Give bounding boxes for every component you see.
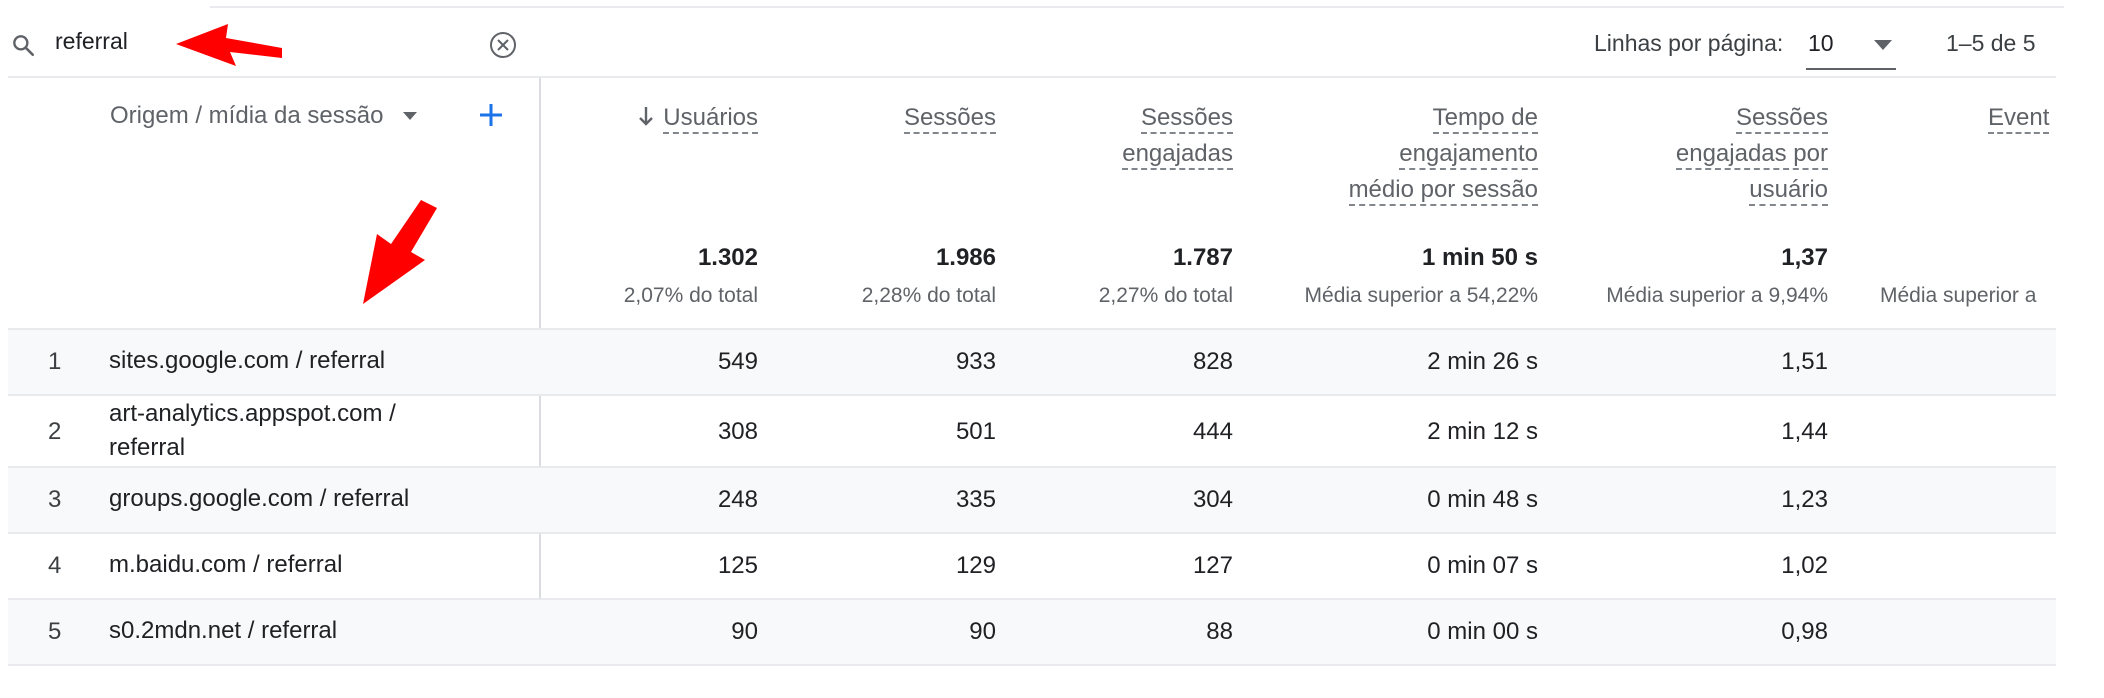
cell-sessoes: 335 <box>955 486 996 513</box>
sort-descending-icon <box>639 107 654 126</box>
table-row[interactable]: 2 art-analytics.appspot.com / referral 3… <box>8 394 2056 468</box>
metric-header-label: Event <box>1988 104 2050 134</box>
total-share-sessoes-engajadas: 2,27% do total <box>1098 284 1233 307</box>
cell-tempo-engajamento: 0 min 48 s <box>1427 486 1538 513</box>
metric-header-label: Sessões <box>1140 104 1233 134</box>
total-share-eventos: Média superior a <box>1880 284 2037 307</box>
rows-per-page-value: 10 <box>1808 30 1834 56</box>
metric-header-sessoes-por-usuario[interactable]: Sessões engajadas por usuário <box>1568 100 1828 208</box>
cell-sessoes-engajadas: 828 <box>1192 348 1233 375</box>
cell-tempo-engajamento: 2 min 26 s <box>1427 348 1538 375</box>
row-dimension: sites.google.com / referral <box>109 347 386 374</box>
clear-search-icon[interactable] <box>488 30 518 60</box>
cell-usuarios: 308 <box>717 418 758 445</box>
total-sessoes-por-usuario: 1,37 <box>1781 244 1828 271</box>
report-table: Origem / mídia da sessão Usuários Sessõe… <box>8 78 2056 666</box>
row-index: 1 <box>48 348 62 375</box>
cell-sessoes-engajadas: 444 <box>1192 418 1233 445</box>
metric-header-label: Usuários <box>663 104 758 134</box>
metric-header-eventos[interactable]: Event s <box>1988 100 2056 172</box>
cell-sessoes: 501 <box>955 418 996 445</box>
metric-header-sessoes-engajadas[interactable]: Sessões engajadas <box>1038 100 1233 172</box>
table-row[interactable]: 4 m.baidu.com / referral 125 129 127 0 m… <box>8 532 2056 600</box>
cell-sessoes-por-usuario: 1,51 <box>1781 348 1828 375</box>
metric-header-tempo-engajamento[interactable]: Tempo de engajamento médio por sessão <box>1268 100 1538 208</box>
cell-sessoes-por-usuario: 1,02 <box>1781 552 1828 579</box>
cell-usuarios: 125 <box>717 552 758 579</box>
cell-sessoes-engajadas: 127 <box>1192 552 1233 579</box>
row-dimension: groups.google.com / referral <box>109 485 410 512</box>
total-share-sessoes-por-usuario: Média superior a 9,94% <box>1606 284 1828 307</box>
cell-sessoes-por-usuario: 1,23 <box>1781 486 1828 513</box>
cell-usuarios: 248 <box>717 486 758 513</box>
top-border <box>210 6 2064 8</box>
table-row[interactable]: 5 s0.2mdn.net / referral 90 90 88 0 min … <box>8 598 2056 666</box>
row-dimension: m.baidu.com / referral <box>109 551 343 578</box>
metric-header-label: engajamento <box>1399 140 1538 170</box>
row-dimension: art-analytics.appspot.com / referral <box>109 397 396 465</box>
metric-header-label: médio por sessão <box>1348 176 1538 206</box>
table-row[interactable]: 1 sites.google.com / referral 549 933 82… <box>8 328 2056 396</box>
cell-usuarios: 549 <box>717 348 758 375</box>
cell-sessoes: 129 <box>955 552 996 579</box>
metric-header-label: engajadas <box>1122 140 1233 170</box>
table-row[interactable]: 3 groups.google.com / referral 248 335 3… <box>8 466 2056 534</box>
cell-sessoes-por-usuario: 1,44 <box>1781 418 1828 445</box>
cell-usuarios: 90 <box>731 618 758 645</box>
row-index: 4 <box>48 552 62 579</box>
total-share-sessoes: 2,28% do total <box>861 284 996 307</box>
toolbar-divider <box>8 76 2056 78</box>
add-dimension-button[interactable] <box>476 100 506 130</box>
pagination-range: 1–5 de 5 <box>1946 30 2036 56</box>
metric-header-label: usuário <box>1749 176 1828 206</box>
row-dimension: s0.2mdn.net / referral <box>109 617 338 644</box>
chevron-down-icon <box>1874 40 1892 50</box>
metric-header-usuarios[interactable]: Usuários <box>568 100 758 136</box>
total-sessoes: 1.986 <box>935 244 996 271</box>
rows-per-page-label: Linhas por página: <box>1594 30 1784 56</box>
table-bottom-border <box>8 664 2056 666</box>
chevron-down-icon <box>403 112 418 120</box>
metric-header-label: Sessões <box>903 104 996 134</box>
table-toolbar: referral Linhas por página: 10 1–5 de 5 <box>0 10 2104 76</box>
cell-sessoes-engajadas: 304 <box>1192 486 1233 513</box>
metric-header-label: Sessões <box>1735 104 1828 134</box>
row-dimension-line: art-analytics.appspot.com / <box>109 400 396 427</box>
total-sessoes-engajadas: 1.787 <box>1172 244 1233 271</box>
row-index: 2 <box>48 418 62 445</box>
search-icon <box>13 35 35 57</box>
dimension-header[interactable]: Origem / mídia da sessão <box>110 102 418 130</box>
metric-header-label: engajadas por <box>1675 140 1828 170</box>
cell-tempo-engajamento: 0 min 07 s <box>1427 552 1538 579</box>
total-tempo-engajamento: 1 min 50 s <box>1421 244 1538 271</box>
cell-tempo-engajamento: 2 min 12 s <box>1427 418 1538 445</box>
dimension-header-label: Origem / mídia da sessão <box>110 102 384 129</box>
total-usuarios: 1.302 <box>697 244 758 271</box>
cell-sessoes-por-usuario: 0,98 <box>1781 618 1828 645</box>
metric-header-label: Tempo de <box>1432 104 1538 134</box>
annotation-arrow-dimension <box>363 200 437 304</box>
search-input[interactable]: referral <box>55 28 128 54</box>
cell-sessoes: 90 <box>969 618 996 645</box>
cell-sessoes: 933 <box>955 348 996 375</box>
annotation-arrow-search <box>176 24 282 66</box>
rows-per-page-select[interactable]: 10 <box>1806 24 1896 70</box>
row-dimension-line: referral <box>109 434 186 461</box>
total-share-tempo-engajamento: Média superior a 54,22% <box>1304 284 1538 307</box>
cell-sessoes-engajadas: 88 <box>1206 618 1233 645</box>
row-index: 5 <box>48 618 62 645</box>
row-index: 3 <box>48 486 62 513</box>
cell-tempo-engajamento: 0 min 00 s <box>1427 618 1538 645</box>
total-share-usuarios: 2,07% do total <box>623 284 758 307</box>
metric-header-sessoes[interactable]: Sessões <box>798 100 996 136</box>
